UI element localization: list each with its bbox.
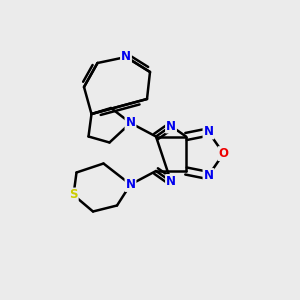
Text: N: N (125, 116, 136, 130)
Text: N: N (166, 119, 176, 133)
Text: N: N (125, 178, 136, 191)
Text: O: O (218, 147, 229, 160)
Text: N: N (121, 50, 131, 64)
Text: S: S (69, 188, 78, 202)
Text: N: N (203, 169, 214, 182)
Text: N: N (203, 125, 214, 139)
Text: N: N (166, 175, 176, 188)
